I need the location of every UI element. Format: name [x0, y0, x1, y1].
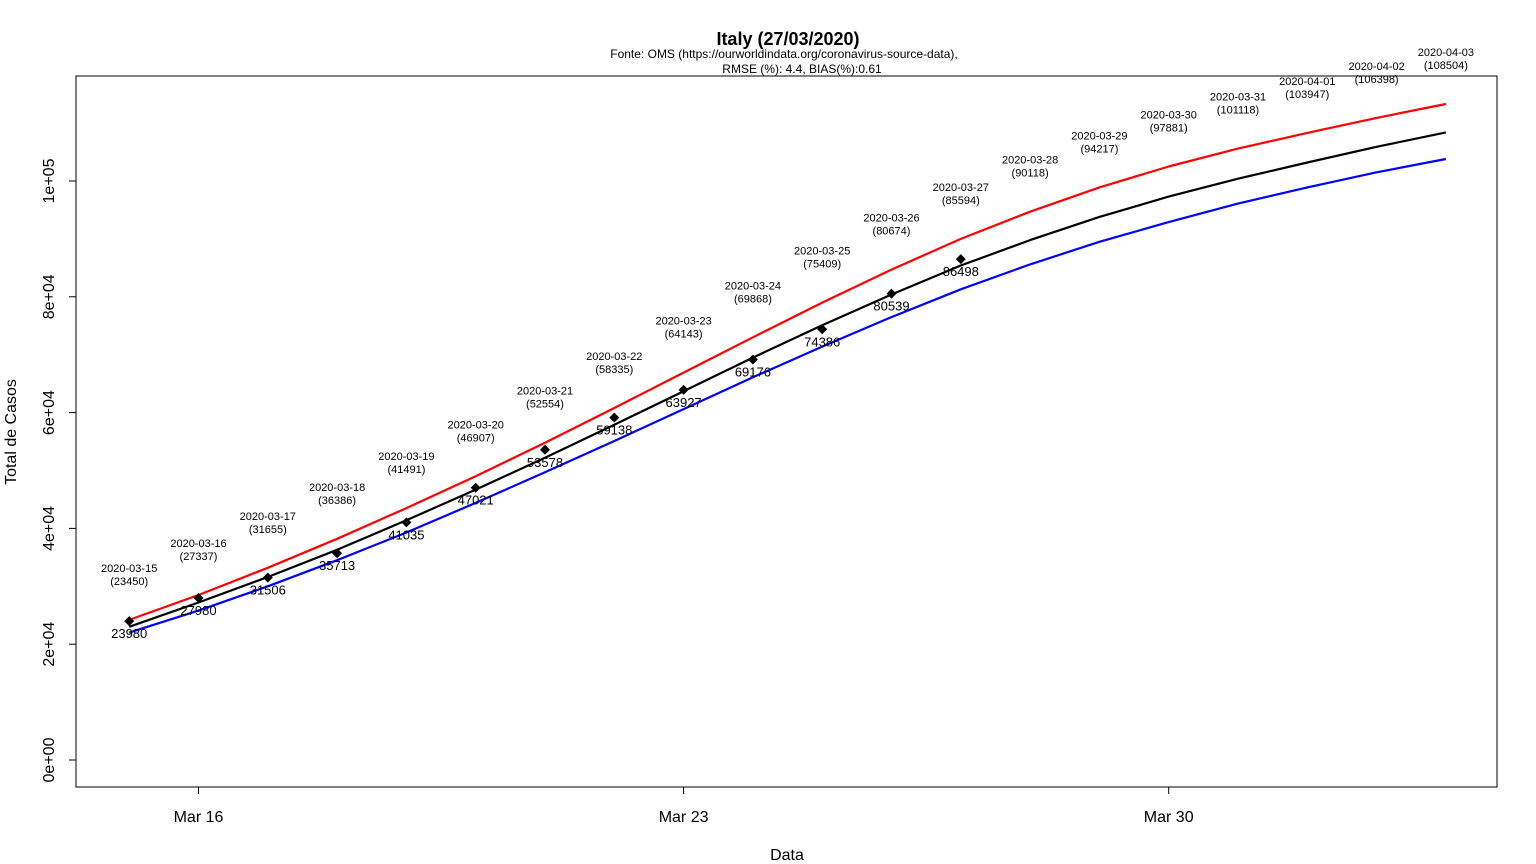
observed-value-label: 74386 — [804, 334, 840, 349]
observed-point — [678, 384, 689, 395]
forecast-value-label: (23450) — [110, 576, 148, 588]
observed-point — [540, 444, 550, 455]
forecast-value-label: (85594) — [942, 195, 980, 207]
observed-point — [262, 572, 273, 583]
observed-value-label: 27980 — [180, 603, 216, 618]
y-tick-label: 6e+04 — [41, 390, 58, 435]
forecast-date-label: 2020-03-29 — [1071, 130, 1127, 142]
forecast-value-label: (58335) — [595, 364, 633, 376]
observed-value-label: 35713 — [319, 558, 355, 573]
forecast-date-label: 2020-03-31 — [1210, 92, 1266, 104]
observed-point — [193, 592, 204, 603]
forecast-date-label: 2020-03-30 — [1141, 110, 1197, 122]
forecast-value-label: (103947) — [1285, 89, 1329, 101]
forecast-value-label: (27337) — [180, 551, 218, 563]
series-line-lower — [128, 157, 1447, 634]
observed-value-label: 80539 — [873, 299, 909, 314]
observed-value-label: 63927 — [666, 395, 702, 410]
forecast-date-label: 2020-03-19 — [378, 451, 434, 463]
observed-point — [401, 517, 412, 528]
forecast-value-label: (80674) — [873, 226, 911, 238]
observed-point — [124, 616, 135, 627]
plot-frame — [75, 75, 1498, 788]
observed-value-label: 69176 — [735, 364, 771, 379]
x-tick-label: Mar 23 — [659, 809, 709, 826]
observed-point — [470, 482, 481, 493]
series-line-upper — [128, 102, 1447, 621]
observed-value-label: 53578 — [527, 455, 563, 470]
x-axis-label: Data — [770, 847, 804, 864]
y-tick-label: 0e+00 — [41, 737, 58, 782]
forecast-value-label: (75409) — [803, 259, 841, 271]
forecast-date-label: 2020-04-01 — [1279, 76, 1335, 88]
forecast-value-label: (101118) — [1217, 105, 1259, 117]
forecast-date-label: 2020-04-02 — [1348, 61, 1404, 73]
chart-subtitle-source: Fonte: OMS (https://ourworldindata.org/c… — [610, 47, 957, 61]
chart-title: Italy (27/03/2020) — [716, 29, 859, 49]
forecast-date-label: 2020-03-25 — [794, 246, 850, 258]
forecast-date-label: 2020-03-18 — [309, 482, 365, 494]
forecast-value-label: (69868) — [734, 293, 772, 305]
observed-point — [886, 288, 897, 299]
forecast-date-label: 2020-03-22 — [586, 351, 642, 363]
forecast-value-label: (52554) — [526, 399, 564, 411]
forecast-date-label: 2020-03-21 — [517, 386, 573, 398]
forecast-value-label: (64143) — [665, 329, 703, 341]
observed-point — [747, 354, 758, 365]
forecast-date-label: 2020-03-17 — [240, 511, 296, 523]
observed-point — [332, 548, 343, 559]
forecast-value-label: (46907) — [457, 432, 495, 444]
forecast-date-label: 2020-03-23 — [655, 316, 711, 328]
forecast-date-label: 2020-03-27 — [933, 182, 989, 194]
forecast-value-label: (97881) — [1150, 123, 1188, 135]
x-tick-label: Mar 16 — [174, 809, 224, 826]
x-tick-label: Mar 30 — [1144, 809, 1194, 826]
forecast-date-label: 2020-04-03 — [1418, 47, 1474, 59]
y-tick-label: 4e+04 — [41, 506, 58, 551]
y-tick-label: 2e+04 — [41, 622, 58, 667]
observed-value-label: 41035 — [388, 527, 424, 542]
series-line-model — [128, 131, 1447, 628]
y-tick-label: 8e+04 — [41, 274, 58, 319]
observed-point — [817, 324, 828, 335]
forecast-date-label: 2020-03-16 — [170, 538, 226, 550]
observed-value-label: 86498 — [943, 264, 979, 279]
forecast-value-label: (108504) — [1424, 60, 1468, 72]
chart-subtitle-metrics: RMSE (%): 4.4, BIAS(%):0.61 — [722, 62, 882, 76]
forecast-value-label: (94217) — [1080, 143, 1118, 155]
forecast-value-label: (106398) — [1355, 74, 1399, 86]
y-axis-label: Total de Casos — [3, 379, 20, 485]
forecast-date-label: 2020-03-26 — [863, 213, 919, 225]
observed-value-label: 47021 — [458, 493, 494, 508]
observed-point — [609, 412, 620, 423]
forecast-value-label: (90118) — [1012, 168, 1049, 180]
forecast-date-label: 2020-03-28 — [1002, 155, 1058, 167]
forecast-date-label: 2020-03-20 — [448, 419, 504, 431]
observed-value-label: 59138 — [596, 423, 632, 438]
observed-value-label: 31506 — [250, 583, 286, 598]
forecast-date-label: 2020-03-15 — [101, 563, 157, 575]
forecast-value-label: (41491) — [387, 464, 425, 476]
observed-value-label: 23980 — [111, 626, 147, 641]
forecast-value-label: (31655) — [249, 524, 287, 536]
forecast-value-label: (36386) — [318, 495, 356, 507]
y-tick-label: 1e+05 — [41, 158, 58, 203]
observed-point — [955, 254, 966, 265]
forecast-date-label: 2020-03-24 — [725, 280, 781, 292]
